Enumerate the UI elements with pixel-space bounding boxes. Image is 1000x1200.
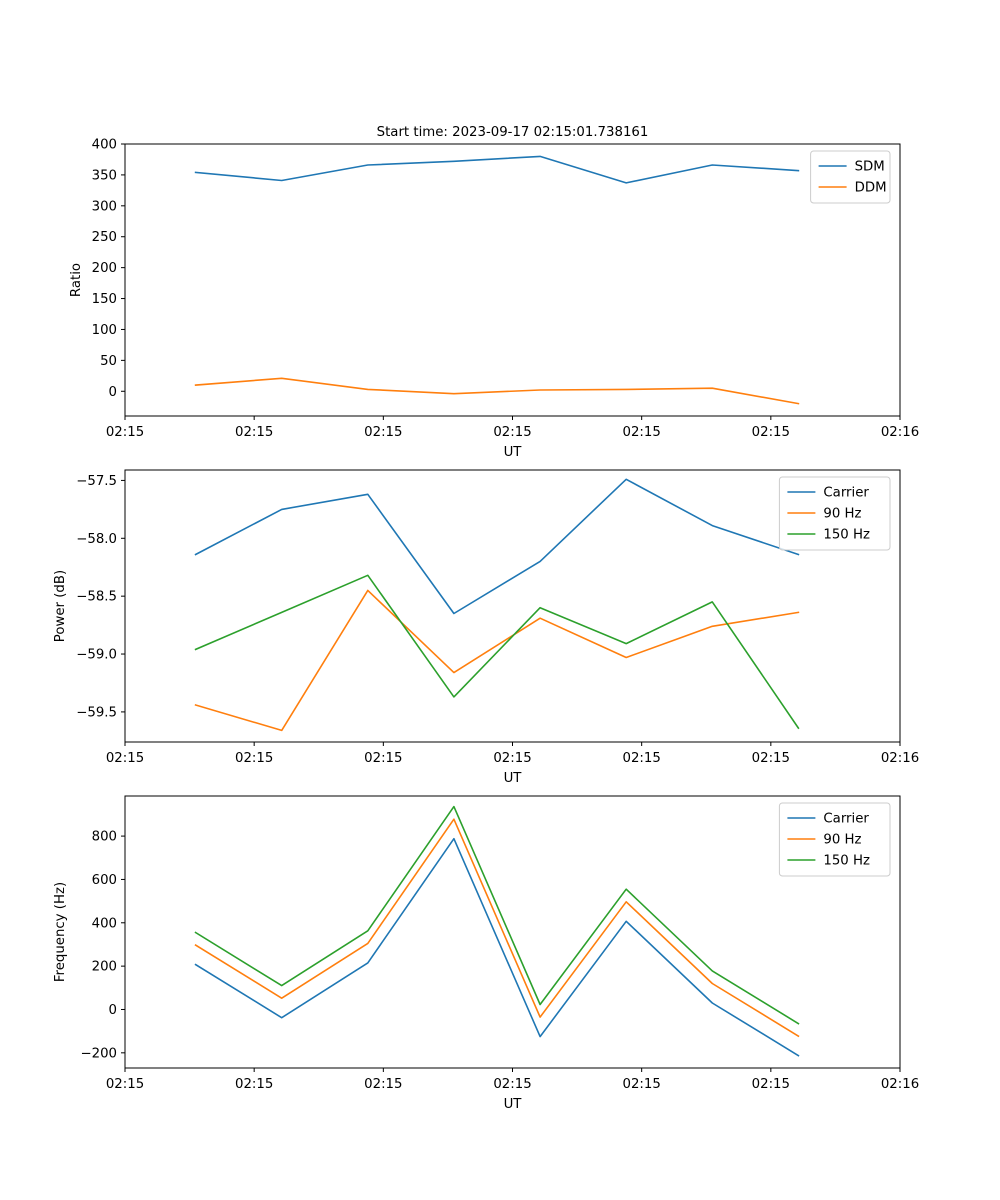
y-tick-label: 50 [100,354,117,369]
legend-label: DDM [855,181,887,196]
y-tick-label: 400 [92,916,117,931]
y-tick-label: −58.5 [76,590,117,605]
y-tick-label: 600 [92,873,117,888]
y-tick-label: −57.5 [76,474,117,489]
x-tick-label: 02:15 [493,425,531,440]
axes-frame-1 [124,143,901,417]
legend-2 [778,476,891,551]
x-axis-label: UT [504,771,523,786]
legend-label: 90 Hz [823,833,861,848]
x-tick-label: 02:15 [623,425,661,440]
y-tick-label: −59.0 [76,648,117,663]
y-tick-label: 200 [92,960,117,975]
x-tick-label: 02:15 [364,751,402,766]
y-tick-label: 0 [109,385,117,400]
x-axis-label: UT [504,445,523,460]
x-tick-label: 02:16 [881,425,919,440]
x-tick-label: 02:15 [752,1077,790,1092]
x-tick-label: 02:15 [752,425,790,440]
x-tick-label: 02:15 [235,425,273,440]
x-tick-label: 02:15 [106,425,144,440]
x-tick-label: 02:15 [493,751,531,766]
y-tick-label: −59.5 [76,705,117,720]
y-axis-label: Power (dB) [53,570,68,642]
series-line-150-hz [194,574,800,730]
y-tick-label: 150 [92,292,117,307]
x-tick-label: 02:15 [235,751,273,766]
legend-label: Carrier [823,812,869,827]
y-axis-label: Ratio [69,263,84,297]
y-tick-label: 200 [92,261,117,276]
series-line-sdm [194,155,800,184]
y-tick-label: 400 [92,138,117,153]
legend-label: SDM [855,160,885,175]
x-tick-label: 02:15 [364,425,402,440]
x-tick-label: 02:16 [881,1077,919,1092]
series-line-90-hz [194,589,800,732]
x-tick-label: 02:16 [881,751,919,766]
y-tick-label: 250 [92,230,117,245]
x-tick-label: 02:15 [752,751,790,766]
series-line-90-hz [194,818,800,1038]
y-tick-label: −200 [80,1046,117,1061]
series-line-ddm [194,377,800,405]
series-line-150-hz [194,805,800,1025]
y-tick-label: −58.0 [76,532,117,547]
y-tick-label: 800 [92,830,117,845]
legend-1 [810,150,891,204]
legend-3 [778,802,891,877]
legend-label: 90 Hz [823,507,861,522]
y-axis-label: Frequency (Hz) [53,882,68,982]
x-tick-label: 02:15 [623,751,661,766]
chart-title: Start time: 2023-09-17 02:15:01.738161 [377,125,649,140]
series-line-carrier [194,478,800,615]
y-tick-label: 300 [92,199,117,214]
series-line-carrier [194,837,800,1057]
y-tick-label: 0 [109,1003,117,1018]
x-tick-label: 02:15 [623,1077,661,1092]
x-tick-label: 02:15 [364,1077,402,1092]
y-tick-label: 100 [92,323,117,338]
x-tick-label: 02:15 [493,1077,531,1092]
legend-label: 150 Hz [823,854,870,869]
x-tick-label: 02:15 [106,1077,144,1092]
x-tick-label: 02:15 [106,751,144,766]
x-tick-label: 02:15 [235,1077,273,1092]
x-axis-label: UT [504,1097,523,1112]
legend-label: 150 Hz [823,528,870,543]
y-tick-label: 350 [92,168,117,183]
legend-label: Carrier [823,486,869,501]
